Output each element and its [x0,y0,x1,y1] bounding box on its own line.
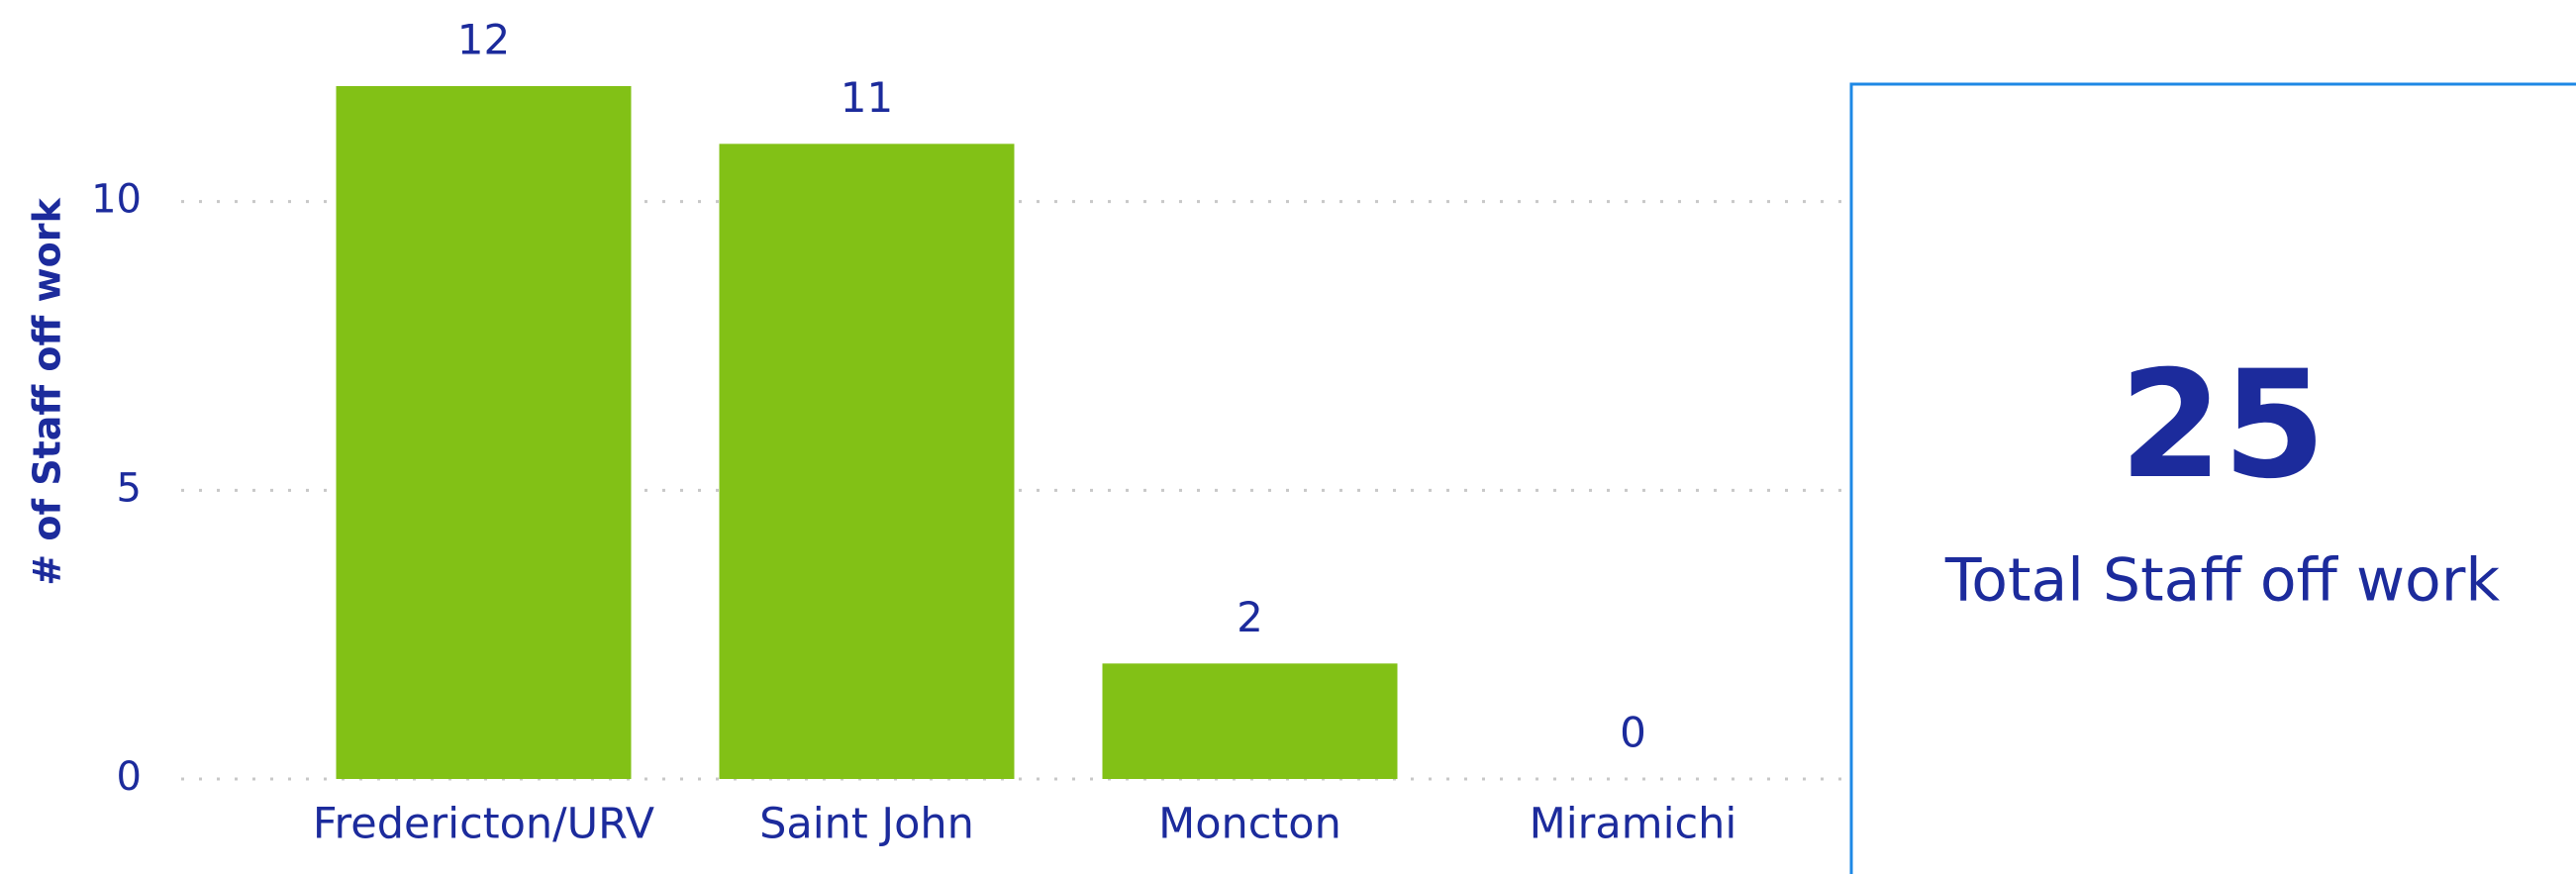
card-label: Total Staff off work [1944,546,2501,616]
x-tick-label: Fredericton/URV [313,800,655,849]
card-value: 25 [2120,340,2327,512]
data-label: 12 [457,16,510,64]
bar [336,86,632,779]
bar [719,144,1015,780]
x-tick-label: Miramichi [1530,800,1737,849]
data-label: 2 [1237,593,1263,641]
bar [1102,663,1398,779]
y-tick-label: 5 [117,465,142,511]
y-axis-label: # of Staff off work [26,198,69,586]
x-tick-label: Saint John [759,800,974,849]
card [1849,82,2576,874]
y-tick-label: 10 [91,177,142,223]
data-label: 0 [1620,709,1646,757]
y-tick-label: 0 [117,754,142,800]
data-label: 11 [841,73,893,122]
x-tick-label: Moncton [1158,800,1341,849]
